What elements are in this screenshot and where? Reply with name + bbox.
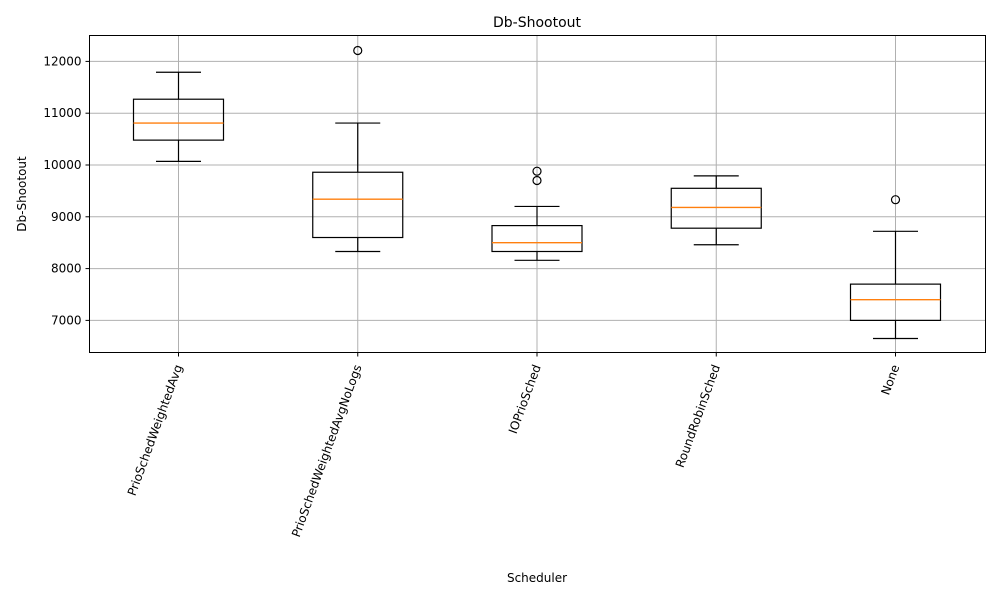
chart-title: Db-Shootout	[493, 15, 582, 31]
x-axis-title: Scheduler	[507, 571, 567, 585]
y-tick-label: 11000	[43, 106, 81, 120]
y-tick-label: 7000	[51, 313, 82, 327]
y-axis: 7000 8000 9000 10000 11000 12000	[43, 54, 90, 327]
box-group	[670, 175, 762, 246]
y-tick-label: 12000	[43, 54, 81, 68]
box-iqr	[312, 171, 404, 239]
box-iqr	[132, 98, 225, 141]
boxes	[132, 45, 942, 340]
outlier-point	[532, 175, 542, 186]
box-iqr	[670, 187, 762, 229]
box-iqr	[849, 283, 942, 321]
outlier-point	[353, 45, 363, 56]
box-group	[491, 166, 583, 261]
y-axis-title: Db-Shootout	[15, 156, 29, 232]
y-tick-label: 8000	[51, 262, 82, 276]
x-tick-label: None	[878, 363, 902, 397]
box-iqr	[491, 224, 583, 253]
x-tick-label: RoundRobinSched	[673, 363, 723, 470]
outlier-point	[532, 166, 542, 176]
x-tick-label: IOPrioSched	[506, 363, 544, 436]
x-tick-label: PrioSchedWeightedAvg	[125, 363, 186, 498]
outlier-point	[890, 195, 901, 205]
box-group	[132, 71, 225, 162]
y-tick-label: 10000	[43, 158, 81, 172]
y-tick-label: 9000	[51, 210, 82, 224]
box-group	[849, 195, 942, 340]
x-tick-label: PrioSchedWeightedAvgNoLogs	[289, 363, 365, 539]
box-group	[312, 45, 404, 253]
x-axis: PrioSchedWeightedAvg PrioSchedWeightedAvg…	[125, 352, 902, 539]
